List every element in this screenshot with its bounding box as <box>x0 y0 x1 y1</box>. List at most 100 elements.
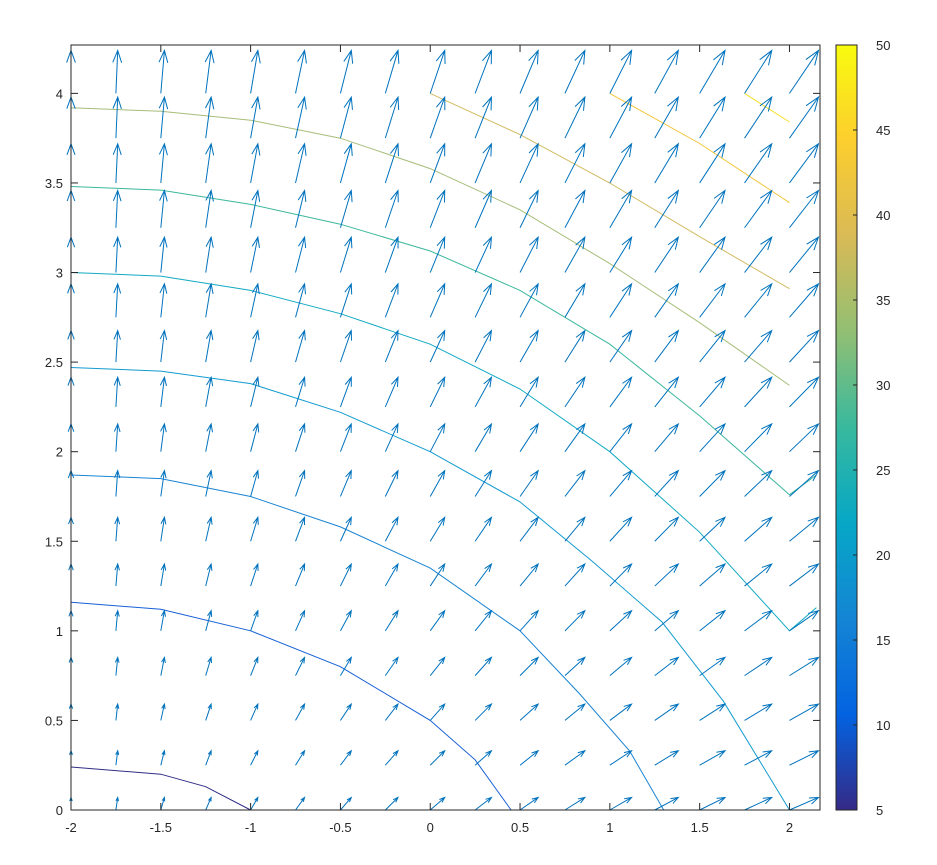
quiver-arrow <box>699 376 726 408</box>
quiver-arrow <box>339 142 353 184</box>
quiver-arrow <box>429 656 446 676</box>
quiver-arrow <box>789 750 820 766</box>
quiver-arrow <box>159 375 167 407</box>
quiver-arrow <box>429 422 446 452</box>
quiver-arrow <box>609 469 633 497</box>
quiver-arrow <box>205 375 214 407</box>
quiver-arrow <box>654 563 680 587</box>
colorbar-tick-label: 25 <box>876 463 890 478</box>
quiver-arrow <box>789 656 820 677</box>
quiver-arrow <box>699 236 726 273</box>
quiver-arrow <box>384 656 399 676</box>
quiver-arrow <box>654 189 680 229</box>
quiver-arrow <box>113 375 121 407</box>
quiver-arrow <box>609 749 633 766</box>
quiver-arrow <box>339 562 352 587</box>
quiver-arrow <box>384 235 399 273</box>
quiver-arrow <box>339 189 353 228</box>
colorbar-tick-label: 50 <box>876 38 890 53</box>
quiver-arrow <box>384 375 399 408</box>
quiver-arrow <box>789 376 820 408</box>
quiver-arrow <box>384 749 399 766</box>
x-tick-label: 1.5 <box>691 820 709 835</box>
quiver-arrow <box>699 516 727 542</box>
quiver-arrow <box>205 702 212 721</box>
quiver-arrow <box>609 422 633 452</box>
quiver-arrow <box>429 375 446 408</box>
quiver-arrow <box>250 469 259 497</box>
quiver-arrow <box>204 48 215 94</box>
quiver-arrow <box>112 48 123 94</box>
axes-ticks: -2 -1.5 -1 -0.5 0 0.5 1 1.5 2 0 0.5 1 1.5 2 2.5 3 3.5 4 <box>45 45 820 835</box>
x-tick-label: -1 <box>245 820 257 835</box>
quiver-arrow <box>384 609 399 632</box>
quiver-arrow <box>654 516 680 542</box>
quiver-arrow <box>609 796 633 811</box>
quiver-arrow <box>205 469 213 497</box>
quiver-arrow <box>654 95 680 139</box>
quiver-arrow <box>295 609 306 632</box>
quiver-arrow <box>160 702 166 721</box>
quiver-arrow <box>474 609 493 632</box>
quiver-arrow <box>429 609 446 632</box>
quiver-arrow <box>744 282 773 318</box>
quiver-arrow <box>474 95 492 139</box>
quiver-arrow <box>429 469 446 497</box>
quiver-arrow <box>789 189 820 229</box>
quiver-arrow <box>250 375 260 408</box>
quiver-arrow <box>295 49 307 94</box>
colorbar-tick-label: 20 <box>876 548 890 563</box>
quiver-arrow <box>744 189 773 229</box>
quiver-arrow <box>295 515 306 542</box>
quiver-arrow <box>113 422 121 452</box>
quiver-arrow <box>250 95 261 139</box>
quiver-arrow <box>429 749 446 766</box>
quiver-arrow <box>789 703 820 721</box>
quiver-arrow <box>205 142 215 184</box>
x-tick-label: 0 <box>427 820 434 835</box>
quiver-arrow <box>699 703 727 721</box>
quiver-arrow <box>474 749 493 766</box>
quiver-arrow <box>384 562 399 587</box>
quiver-arrow <box>295 422 306 452</box>
quiver-arrow <box>699 282 726 318</box>
quiver-arrow <box>789 563 820 587</box>
quiver-arrow <box>474 422 493 452</box>
quiver-arrow <box>474 516 493 542</box>
quiver-arrow <box>250 796 259 811</box>
y-tick-label: 1 <box>56 624 63 639</box>
quiver-arrow <box>564 376 586 408</box>
y-tick-label: 1.5 <box>45 534 63 549</box>
quiver-arrow <box>429 142 446 184</box>
quiver-arrow <box>564 329 586 363</box>
quiver-arrow <box>564 609 586 632</box>
quiver-arrow <box>654 235 680 273</box>
quiver-arrow <box>609 562 633 587</box>
quiver-arrow <box>295 375 306 408</box>
quiver-arrow <box>609 142 633 184</box>
quiver-arrow <box>744 656 773 677</box>
quiver-arrow <box>113 329 121 363</box>
quiver-arrow <box>519 516 540 542</box>
x-tick-label: 0.5 <box>511 820 529 835</box>
quiver-arrow <box>699 422 727 453</box>
quiver-arrow <box>654 282 680 318</box>
quiver-arrow <box>339 375 352 408</box>
y-tick-label: 3 <box>56 266 63 281</box>
quiver-arrow <box>115 702 120 721</box>
quiver-arrow <box>429 189 446 228</box>
quiver-arrow <box>699 796 727 811</box>
colorbar <box>835 44 858 811</box>
y-tick-label: 0 <box>56 803 63 818</box>
quiver-arrow <box>159 282 168 318</box>
quiver-arrow <box>744 516 773 542</box>
quiver-arrow <box>519 422 539 452</box>
quiver-arrow <box>295 235 307 273</box>
quiver-arrow <box>519 609 540 632</box>
x-tick-label: -2 <box>65 820 77 835</box>
colorbar-tick-label: 10 <box>876 718 890 733</box>
quiver-arrow <box>789 329 820 363</box>
colorbar-tick-label: 35 <box>876 293 890 308</box>
quiver-arrow <box>160 655 166 676</box>
quiver-arrow <box>699 95 726 139</box>
